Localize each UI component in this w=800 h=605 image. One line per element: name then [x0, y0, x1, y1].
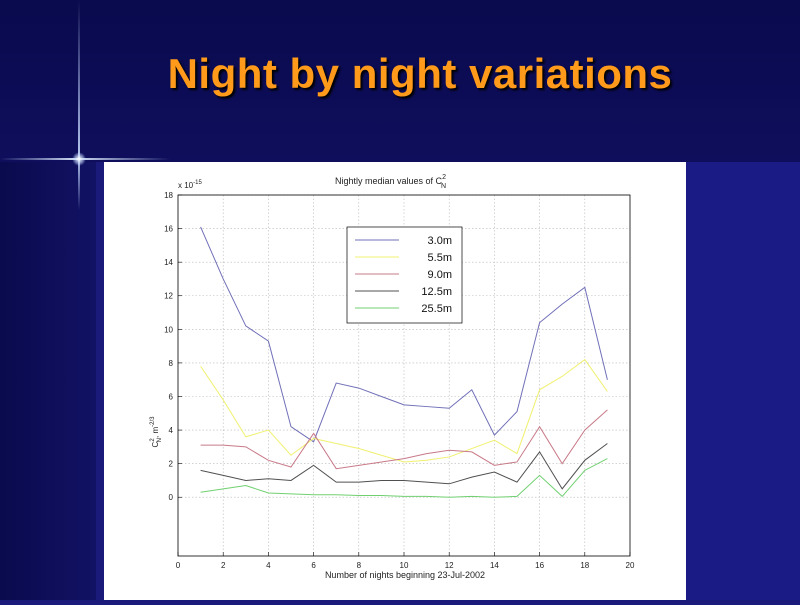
chart-svg: Nightly median values of C2 N x 10-15 C2N… [150, 174, 635, 580]
x-axis-label: Number of nights beginning 23-Jul-2002 [325, 570, 485, 580]
legend-box [346, 226, 463, 324]
x-tick-label: 0 [176, 561, 181, 570]
x-tick-label: 8 [357, 561, 362, 570]
y-tick-label: 6 [169, 392, 174, 401]
legend-label-25.5m: 25.5m [421, 303, 452, 315]
x-tick-label: 20 [626, 561, 635, 570]
legend-label-12.5m: 12.5m [421, 286, 452, 298]
y-tick-label: 18 [164, 191, 173, 200]
x-tick-label: 10 [400, 561, 409, 570]
y-tick-label: 14 [164, 258, 173, 267]
chart-title: Nightly median values of C2 N [335, 174, 446, 190]
y-axis-label: C2N, m-2/3 [150, 416, 163, 448]
legend-label-3.0m: 3.0m [428, 235, 452, 247]
x-tick-label: 4 [266, 561, 271, 570]
x-tick-label: 6 [311, 561, 316, 570]
sparkle-ray-vertical [78, 0, 80, 210]
legend-label-9.0m: 9.0m [428, 269, 452, 281]
y-tick-label: 12 [164, 292, 173, 301]
x-tick-label: 16 [535, 561, 544, 570]
series-line-5.5m [200, 358, 608, 463]
x-tick-label: 14 [490, 561, 499, 570]
sparkle-icon [72, 152, 86, 166]
x-tick-label: 12 [445, 561, 454, 570]
slide-left-band [0, 162, 96, 600]
y-scale-note: x 10-15 [178, 180, 202, 190]
chart-figure: Nightly median values of C2 N x 10-15 C2N… [104, 162, 686, 600]
tick-labels: 0 2 4 6 8 10 12 14 16 18 20 0 2 4 6 8 10 12 14 16 18 [164, 191, 635, 570]
y-tick-label: 2 [169, 460, 174, 469]
legend: 3.0m 5.5m 9.0m 12.5m 25.5m [346, 226, 463, 324]
y-tick-label: 10 [164, 325, 173, 334]
series-line-25.5m [200, 458, 608, 498]
series-line-3.0m [200, 226, 608, 443]
slide-title: Night by night variations [167, 50, 673, 97]
slide-right-band [682, 162, 800, 600]
y-tick-label: 4 [169, 426, 174, 435]
series-line-9.0m [200, 409, 608, 470]
x-tick-label: 18 [580, 561, 589, 570]
y-tick-label: 16 [164, 225, 173, 234]
series-line-12.5m [200, 443, 608, 490]
legend-label-5.5m: 5.5m [428, 252, 452, 264]
slide-header-band [0, 0, 800, 162]
x-tick-label: 2 [221, 561, 226, 570]
y-tick-label: 8 [169, 359, 174, 368]
y-tick-label: 0 [169, 493, 174, 502]
plot-frame [177, 194, 631, 557]
series-layer [200, 226, 608, 498]
